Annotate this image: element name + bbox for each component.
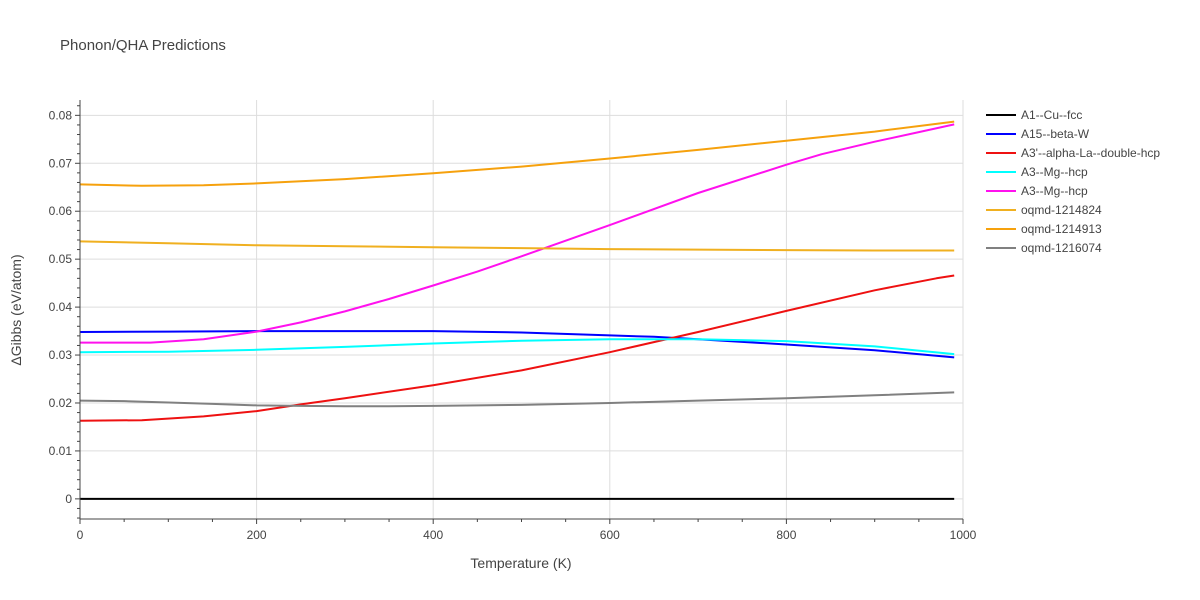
legend-item[interactable]: A15--beta-W bbox=[986, 127, 1090, 141]
y-tick-label: 0.05 bbox=[49, 252, 73, 266]
legend-item[interactable]: oqmd-1216074 bbox=[986, 241, 1102, 255]
legend-item[interactable]: A3--Mg--hcp bbox=[986, 165, 1088, 179]
series-line-6 bbox=[79, 120, 955, 187]
legend-label: oqmd-1216074 bbox=[1021, 241, 1102, 255]
legend-item[interactable]: oqmd-1214913 bbox=[986, 222, 1102, 236]
series-line-2 bbox=[79, 274, 955, 422]
y-tick-label: 0.08 bbox=[49, 108, 73, 122]
legend-label: oqmd-1214913 bbox=[1021, 222, 1102, 236]
legend-item[interactable]: oqmd-1214824 bbox=[986, 203, 1102, 217]
legend: A1--Cu--fcc A15--beta-W A3'--alpha-La--dou… bbox=[986, 108, 1160, 255]
x-tick-label: 400 bbox=[423, 528, 443, 542]
series-line-7 bbox=[79, 391, 955, 408]
x-tick-label: 1000 bbox=[950, 528, 977, 542]
legend-label: A3'--alpha-La--double-hcp bbox=[1021, 146, 1160, 160]
x-tick-label: 200 bbox=[247, 528, 267, 542]
legend-label: A15--beta-W bbox=[1021, 127, 1090, 141]
legend-item[interactable]: A3--Mg--hcp bbox=[986, 184, 1088, 198]
y-tick-label: 0.02 bbox=[49, 396, 73, 410]
series-line-1 bbox=[79, 330, 955, 359]
x-tick-label: 800 bbox=[776, 528, 796, 542]
series-line-5 bbox=[79, 240, 955, 252]
x-axis-title: Temperature (K) bbox=[470, 555, 571, 571]
series-line-4 bbox=[80, 123, 955, 344]
legend-item[interactable]: A3'--alpha-La--double-hcp bbox=[986, 146, 1160, 160]
y-tick-label: 0.06 bbox=[49, 204, 73, 218]
legend-label: A1--Cu--fcc bbox=[1021, 108, 1082, 122]
x-tick-label: 600 bbox=[600, 528, 620, 542]
series-lines bbox=[79, 120, 955, 500]
y-tick-label: 0.01 bbox=[49, 444, 73, 458]
legend-label: oqmd-1214824 bbox=[1021, 203, 1102, 217]
x-tick-labels: 0 200 400 600 800 1000 bbox=[77, 528, 977, 542]
legend-item[interactable]: A1--Cu--fcc bbox=[986, 108, 1082, 122]
y-tick-label: 0.04 bbox=[49, 300, 73, 314]
series-line-3 bbox=[79, 338, 955, 356]
y-axis-title: ΔGibbs (eV/atom) bbox=[8, 254, 24, 365]
chart-title: Phonon/QHA Predictions bbox=[60, 37, 226, 54]
legend-label: A3--Mg--hcp bbox=[1021, 184, 1088, 198]
legend-label: A3--Mg--hcp bbox=[1021, 165, 1088, 179]
y-tick-label: 0.07 bbox=[49, 156, 73, 170]
axes bbox=[75, 100, 964, 524]
y-tick-label: 0 bbox=[65, 492, 72, 506]
x-tick-label: 0 bbox=[77, 528, 84, 542]
y-tick-label: 0.03 bbox=[49, 348, 73, 362]
y-tick-labels: 0 0.01 0.02 0.03 0.04 0.05 0.06 0.07 0.08 bbox=[49, 108, 73, 506]
